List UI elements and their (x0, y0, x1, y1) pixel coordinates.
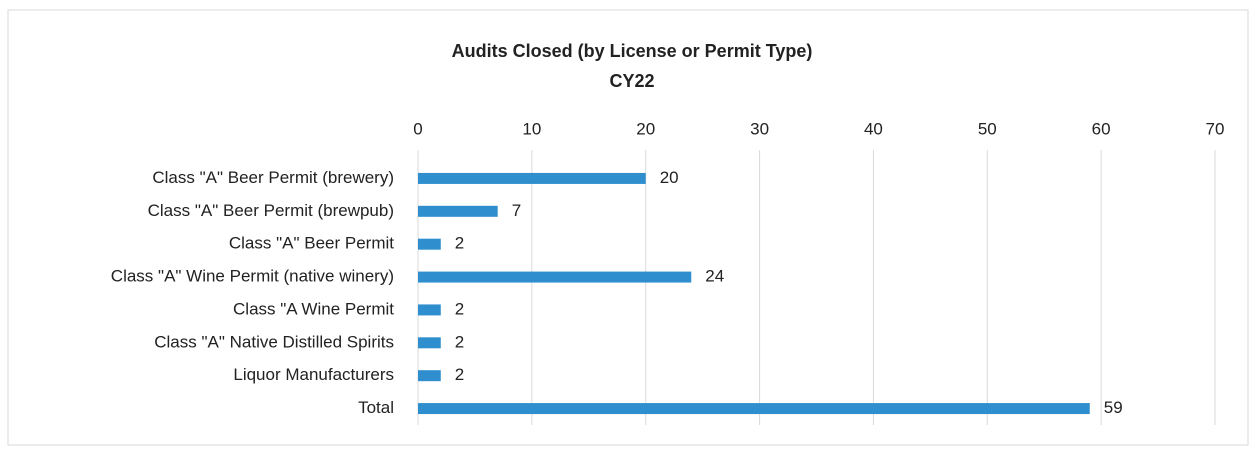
x-tick-label: 60 (1092, 119, 1111, 138)
y-tick-label: Class "A" Beer Permit (229, 234, 394, 253)
bar (418, 172, 646, 184)
data-label: 2 (455, 299, 464, 318)
x-tick-label: 10 (522, 119, 541, 138)
x-tick-label: 50 (978, 119, 997, 138)
x-tick-label: 70 (1206, 119, 1225, 138)
y-tick-label: Total (358, 398, 394, 417)
y-tick-label: Class "A" Beer Permit (brewery) (152, 168, 394, 187)
y-tick-label: Class "A" Native Distilled Spirits (154, 332, 394, 351)
data-label: 24 (705, 267, 724, 286)
chart-subtitle: CY22 (609, 71, 654, 91)
data-label: 20 (660, 168, 679, 187)
y-tick-label: Class "A Wine Permit (233, 299, 394, 318)
data-label: 2 (455, 234, 464, 253)
y-tick-label: Class "A" Wine Permit (native winery) (111, 267, 394, 286)
bar (418, 370, 441, 382)
bar (418, 238, 441, 250)
y-tick-label: Liquor Manufacturers (233, 365, 394, 384)
bar (418, 304, 441, 316)
data-label: 2 (455, 332, 464, 351)
chart-title: Audits Closed (by License or Permit Type… (452, 41, 813, 61)
y-tick-label: Class "A" Beer Permit (brewpub) (148, 201, 394, 220)
chart-frame (7, 9, 1249, 446)
bar (418, 403, 1090, 415)
bar (418, 271, 692, 283)
data-label: 59 (1104, 398, 1123, 417)
x-tick-label: 30 (750, 119, 769, 138)
bar (418, 205, 498, 217)
bar (418, 337, 441, 349)
x-tick-label: 0 (413, 119, 422, 138)
x-tick-label: 20 (636, 119, 655, 138)
x-tick-label: 40 (864, 119, 883, 138)
data-label: 7 (512, 201, 521, 220)
data-label: 2 (455, 365, 464, 384)
